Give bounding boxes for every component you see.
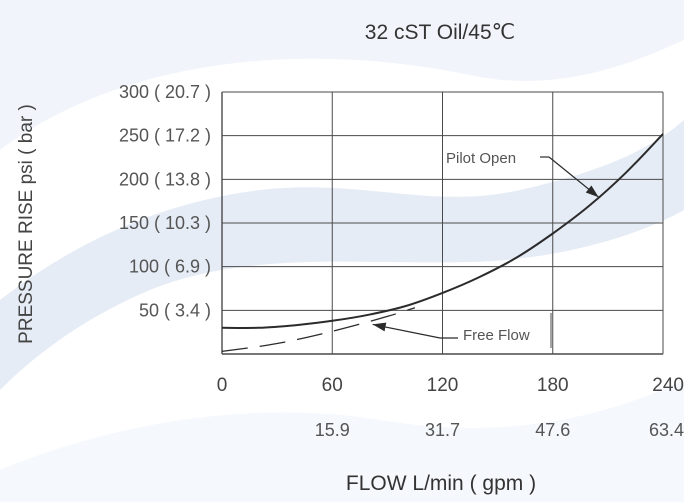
x-tick-sublabel: 15.9: [315, 420, 350, 440]
y-tick-label: 200 ( 13.8 ): [119, 169, 211, 189]
x-tick-label: 180: [537, 375, 569, 396]
series-layer: [221, 133, 664, 353]
x-axis-ticks: 0 60 15.9 120 31.7 180 47.6 240 63.4: [217, 375, 684, 440]
x-tick-label: 120: [427, 375, 459, 396]
series-pilot-open-line: [221, 133, 664, 329]
x-axis-label: FLOW L/min ( gpm ): [346, 472, 536, 495]
annotation-free-flow-arrow: [372, 322, 387, 332]
x-tick-sublabel: 31.7: [425, 420, 460, 440]
y-tick-label: 150 ( 10.3 ): [119, 213, 211, 233]
annotation-pilot-open-arrow: [585, 185, 599, 198]
x-tick-sublabel: 47.6: [535, 420, 570, 440]
annotation-layer: Pilot Open Free Flow: [372, 150, 600, 348]
x-tick-label: 240: [652, 375, 684, 396]
y-tick-label: 300 ( 20.7 ): [119, 82, 211, 102]
annotation-free-flow-label: Free Flow: [463, 327, 530, 344]
y-tick-label: 50 ( 3.4 ): [139, 300, 211, 320]
x-tick-label: 0: [217, 375, 228, 396]
annotation-pilot-open-label: Pilot Open: [446, 150, 516, 167]
y-axis-ticks: 50 ( 3.4 ) 100 ( 6.9 ) 150 ( 10.3 ) 200 ( 1…: [119, 82, 211, 320]
x-tick-sublabel: 63.4: [649, 420, 684, 440]
series-free-flow-line: [221, 307, 416, 353]
chart-title: 32 cST Oil/45℃: [365, 21, 515, 44]
y-tick-label: 100 ( 6.9 ): [129, 257, 211, 277]
y-tick-label: 250 ( 17.2 ): [119, 126, 211, 146]
x-tick-label: 60: [322, 375, 343, 396]
y-axis-label: PRESSURE RISE psi ( bar ): [16, 104, 37, 344]
grid: [221, 91, 664, 355]
